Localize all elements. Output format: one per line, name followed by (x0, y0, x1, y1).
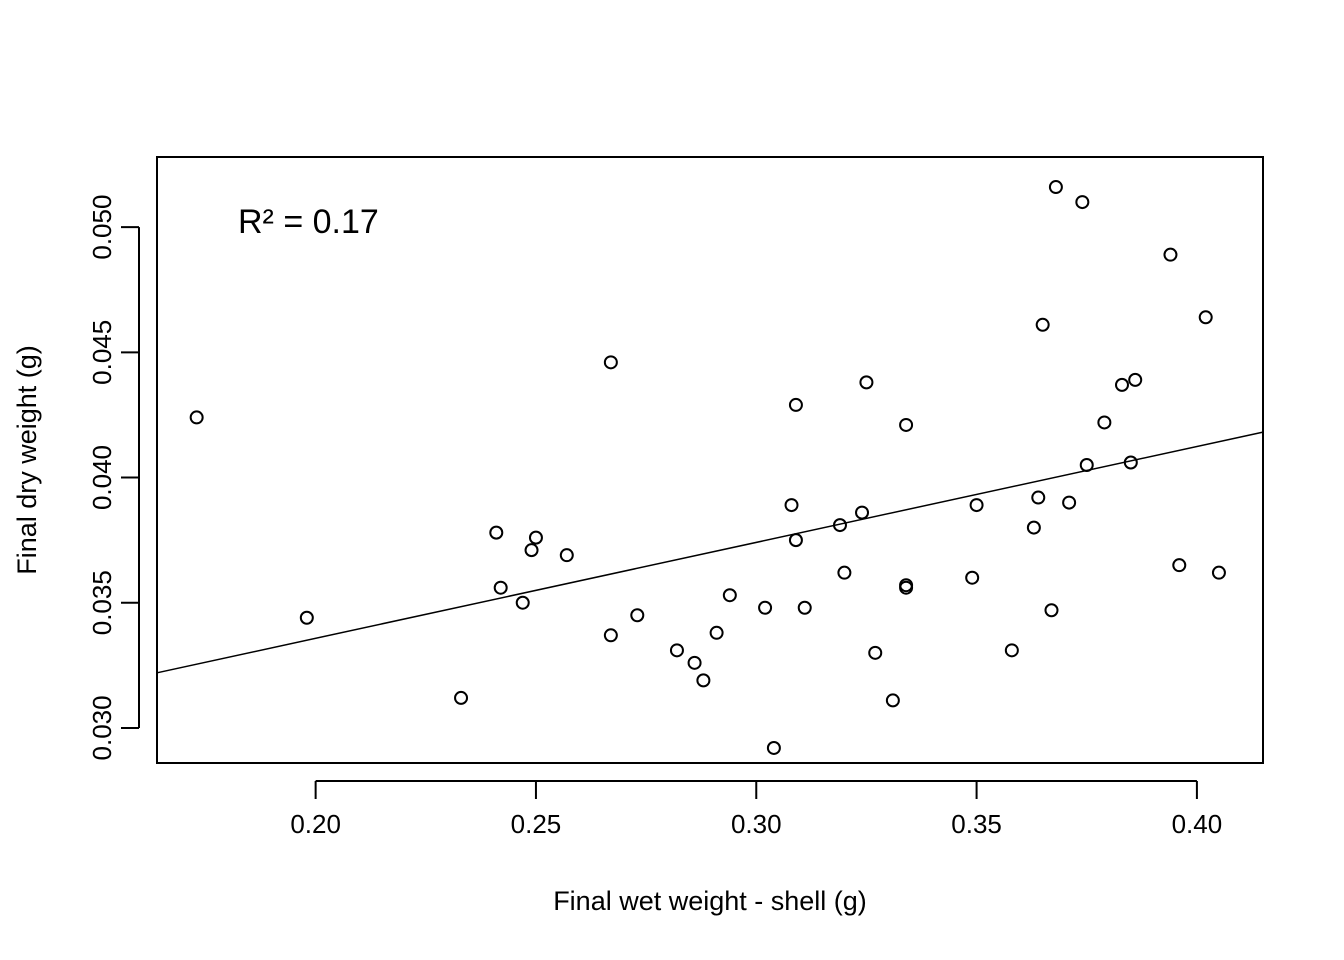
data-point (1004, 643, 1019, 658)
x-tick-label: 0.25 (511, 809, 562, 839)
data-point (1163, 247, 1178, 262)
data-point (454, 690, 469, 705)
y-tick-label: 0.040 (87, 445, 117, 510)
data-points (189, 180, 1226, 755)
data-point (1123, 455, 1138, 470)
y-axis: 0.030 0.035 0.040 0.045 0.050 (87, 195, 140, 760)
x-tick-label: 0.20 (290, 809, 341, 839)
data-point (788, 397, 803, 412)
y-tick-label: 0.045 (87, 320, 117, 385)
data-point (868, 645, 883, 660)
data-point (899, 580, 914, 595)
data-point (885, 693, 900, 708)
data-point (1026, 520, 1041, 535)
data-point (603, 355, 618, 370)
data-point (687, 655, 702, 670)
data-point (859, 375, 874, 390)
data-point (669, 643, 684, 658)
y-axis-label: Final dry weight (g) (12, 345, 42, 575)
data-point (855, 505, 870, 520)
x-tick-label: 0.30 (731, 809, 782, 839)
data-point (965, 570, 980, 585)
data-point (709, 625, 724, 640)
data-point (559, 548, 574, 563)
data-point (766, 740, 781, 755)
data-point (722, 588, 737, 603)
data-point (189, 410, 204, 425)
data-point (837, 565, 852, 580)
x-tick-label: 0.35 (951, 809, 1002, 839)
x-axis-label: Final wet weight - shell (g) (553, 886, 867, 916)
data-point (1211, 565, 1226, 580)
data-point (1062, 495, 1077, 510)
y-tick-label: 0.050 (87, 195, 117, 260)
data-point (1044, 603, 1059, 618)
plot-frame (156, 156, 1264, 764)
data-point (1075, 195, 1090, 210)
data-point (899, 417, 914, 432)
data-point (1128, 372, 1143, 387)
data-point (1114, 377, 1129, 392)
data-point (788, 533, 803, 548)
r-squared-annotation: R² = 0.17 (238, 203, 379, 241)
data-point (696, 673, 711, 688)
data-point (832, 518, 847, 533)
x-axis: 0.20 0.25 0.30 0.35 0.40 (290, 780, 1223, 839)
data-point (1048, 180, 1063, 195)
data-point (299, 610, 314, 625)
data-point (493, 580, 508, 595)
data-point (969, 498, 984, 513)
data-point (1079, 458, 1094, 473)
x-tick-label: 0.40 (1172, 809, 1223, 839)
data-point (1172, 558, 1187, 573)
data-point (524, 543, 539, 558)
data-point (1035, 317, 1050, 332)
data-point (758, 600, 773, 615)
trendline-group (156, 431, 1264, 674)
data-point (1031, 490, 1046, 505)
data-point (797, 600, 812, 615)
data-point (1097, 415, 1112, 430)
y-tick-label: 0.030 (87, 695, 117, 760)
data-point (784, 498, 799, 513)
data-point (1198, 310, 1213, 325)
data-point (489, 525, 504, 540)
y-tick-label: 0.035 (87, 570, 117, 635)
regression-line (156, 431, 1264, 674)
data-point (603, 628, 618, 643)
data-point (630, 608, 645, 623)
data-point (528, 530, 543, 545)
data-point (515, 595, 530, 610)
